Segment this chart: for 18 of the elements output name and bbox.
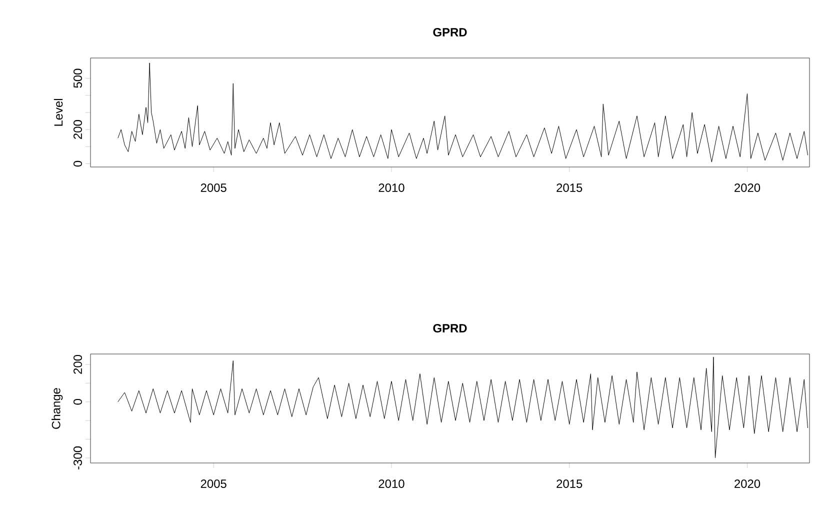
y-tick-label: 200 bbox=[74, 354, 82, 374]
y-tick-label: 500 bbox=[74, 68, 82, 88]
x-tick-label: 2010 bbox=[378, 184, 404, 192]
y-axis-title: Level bbox=[54, 98, 63, 126]
chart-title: GPRD bbox=[433, 324, 467, 332]
x-tick-label: 2005 bbox=[200, 184, 226, 192]
y-tick-label: 0 bbox=[74, 398, 82, 405]
y-axis-title: Change bbox=[52, 388, 63, 429]
x-tick-label: 2015 bbox=[556, 184, 582, 192]
y-tick-label: -300 bbox=[74, 446, 82, 470]
chart-title: GPRD bbox=[433, 28, 467, 36]
x-tick-label: 2020 bbox=[734, 480, 760, 488]
y-tick-label: 0 bbox=[74, 160, 82, 167]
x-tick-label: 2015 bbox=[556, 480, 582, 488]
x-tick-label: 2010 bbox=[378, 480, 404, 488]
y-tick-label: 200 bbox=[74, 120, 82, 139]
x-tick-label: 2005 bbox=[200, 480, 226, 488]
x-tick-label: 2020 bbox=[734, 184, 760, 192]
